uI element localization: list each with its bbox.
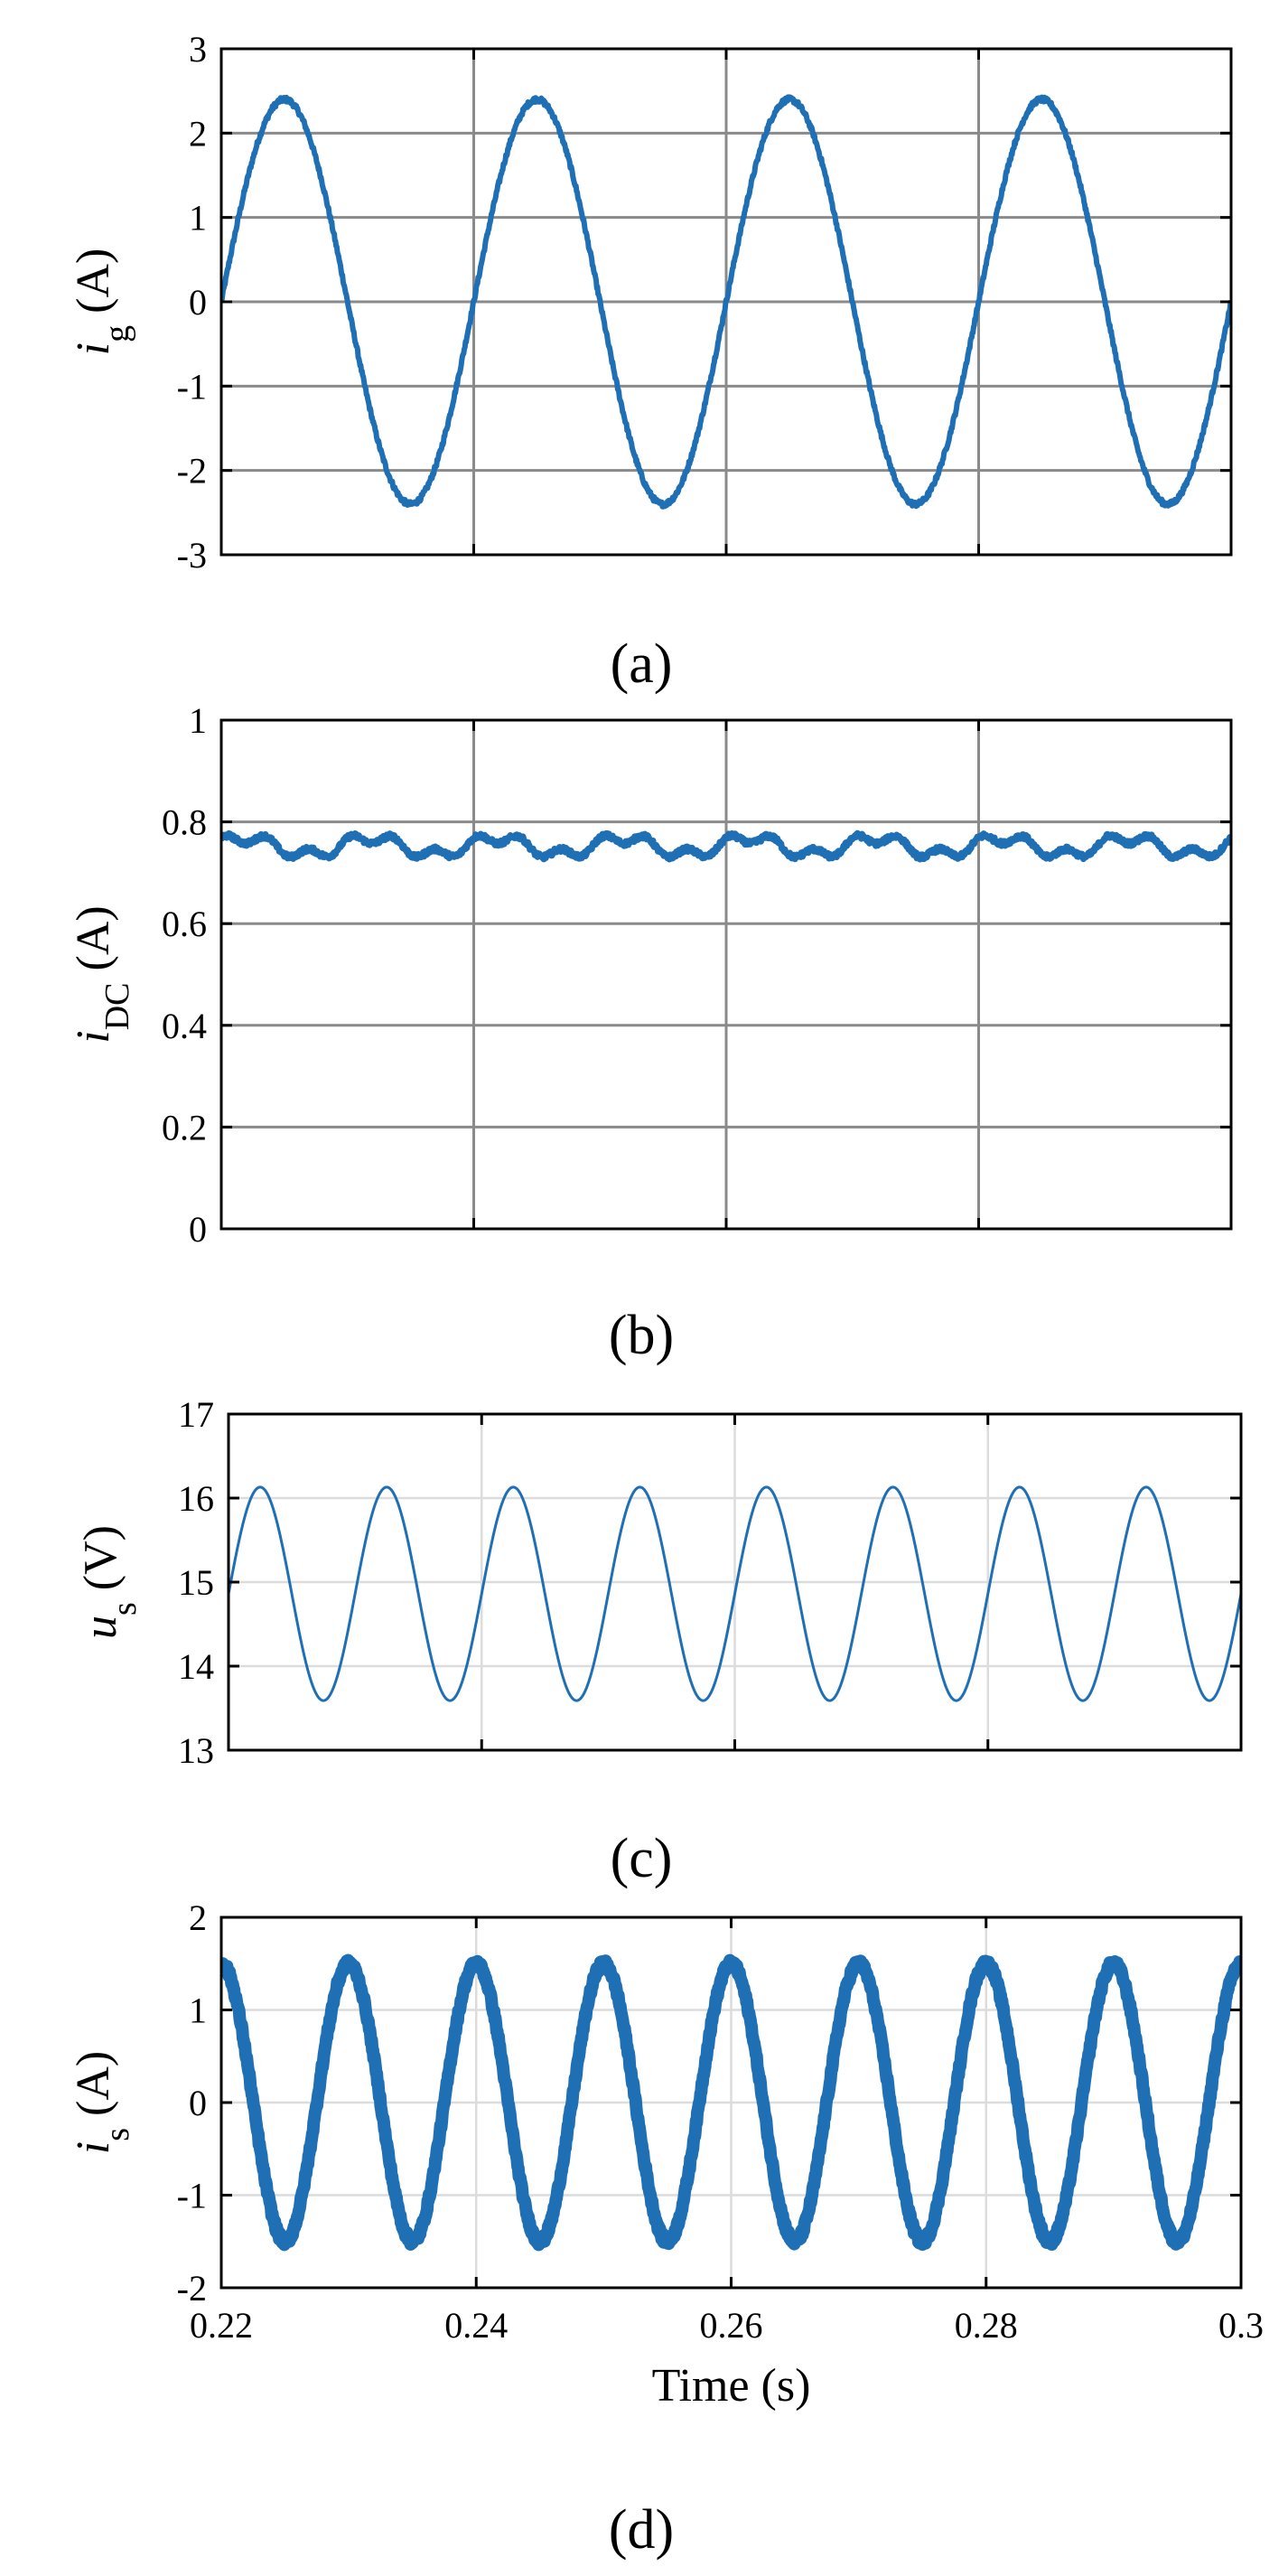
y-tick-label: -1 — [177, 2176, 207, 2216]
y-tick-label: 0 — [189, 2083, 207, 2123]
y-tick-label: 0.8 — [162, 802, 207, 843]
y-tick-label: 15 — [178, 1562, 214, 1603]
y-axis-symbol: u — [75, 1616, 126, 1639]
x-tick-label: 0.24 — [444, 2305, 508, 2346]
y-axis-subscript: s — [106, 1602, 144, 1616]
panel-label: (c) — [611, 1828, 673, 1889]
y-tick-label: -3 — [177, 535, 207, 576]
y-axis-symbol: i — [68, 2141, 119, 2154]
y-axis-unit: (A) — [68, 905, 119, 982]
y-axis-subscript: s — [98, 2128, 136, 2141]
y-axis-symbol: i — [68, 1030, 119, 1043]
y-tick-label: 1 — [189, 1991, 207, 2031]
y-tick-label: 17 — [178, 1394, 214, 1435]
y-tick-label: 2 — [189, 1897, 207, 1938]
y-tick-label: 0.4 — [162, 1006, 207, 1046]
y-axis-subscript: DC — [98, 982, 136, 1030]
y-tick-label: -2 — [177, 451, 207, 492]
series-line — [221, 829, 1231, 863]
series-line — [221, 94, 1231, 510]
x-tick-label: 0.22 — [190, 2305, 253, 2346]
y-tick-label: 0 — [189, 282, 207, 323]
chart-panel-d: -2 -1 0 1 2 0.22 0.24 0.26 0.28 0.3 Time (s) is (A)… — [68, 1897, 1264, 2561]
y-tick-label: 1 — [189, 700, 207, 741]
y-tick-label: 1 — [189, 198, 207, 239]
chart-panel-b: 0 0.2 0.4 0.6 0.8 1 iDC (A) (b) — [68, 700, 1233, 1366]
y-axis-unit: (A) — [68, 2051, 119, 2128]
x-tick-label: 0.3 — [1218, 2305, 1264, 2346]
y-tick-label: 14 — [178, 1646, 214, 1687]
y-tick-label: 0 — [189, 1209, 207, 1250]
panel-label: (b) — [609, 1305, 674, 1366]
y-axis-unit: (A) — [68, 248, 119, 325]
y-tick-label: 3 — [189, 29, 207, 70]
y-axis-label: is (A) — [68, 2051, 136, 2154]
y-tick-label: 0.6 — [162, 904, 207, 944]
y-axis-symbol: i — [68, 342, 119, 355]
y-tick-label: 16 — [178, 1478, 214, 1519]
y-axis-unit: (V) — [75, 1525, 126, 1602]
y-axis-label: us (V) — [75, 1525, 144, 1639]
x-tick-label: 0.26 — [700, 2305, 763, 2346]
y-axis-subscript: g — [98, 325, 136, 342]
y-tick-label: 2 — [189, 113, 207, 154]
panel-label: (a) — [611, 633, 673, 695]
chart-panel-c: 13 14 15 16 17 us (V) (c) — [75, 1394, 1243, 1889]
x-axis-label: Time (s) — [652, 2360, 811, 2412]
y-tick-label: -1 — [177, 366, 207, 407]
panel-label: (d) — [609, 2499, 674, 2561]
y-tick-label: 0.2 — [162, 1107, 207, 1147]
series-line — [229, 1485, 1241, 1702]
y-axis-label: ig (A) — [68, 248, 136, 356]
y-tick-label: -2 — [177, 2268, 207, 2309]
y-axis-label: iDC (A) — [68, 905, 136, 1043]
series-line — [221, 1953, 1241, 2252]
y-tick-label: 13 — [178, 1730, 214, 1771]
x-tick-label: 0.28 — [955, 2305, 1018, 2346]
chart-panel-a: -3 -2 -1 0 1 2 3 ig (A) (a) — [68, 29, 1233, 695]
